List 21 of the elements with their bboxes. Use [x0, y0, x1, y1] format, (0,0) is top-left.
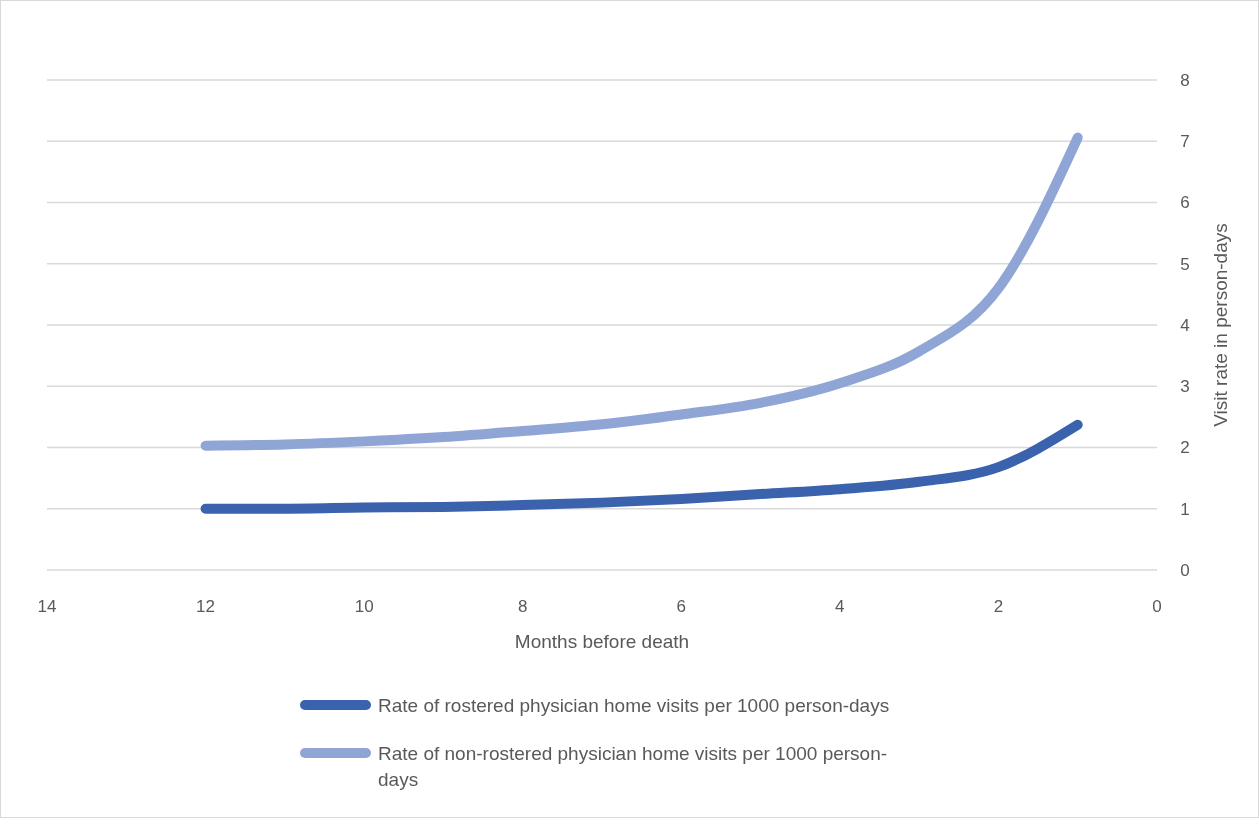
x-tick-label: 6 [676, 597, 687, 616]
y-tick-label: 2 [1180, 438, 1190, 458]
x-tick-label: 2 [993, 597, 1004, 616]
legend-label: Rate of rostered physician home visits per 1000 person-days [378, 694, 890, 716]
legend-label: Rate of non-rostered physician home visits per 1000 person-days [378, 742, 888, 790]
x-tick-label: 14 [37, 597, 57, 616]
y-tick-label: 5 [1180, 254, 1190, 274]
y-tick-label: 8 [1180, 70, 1190, 90]
y-tick-label: 1 [1180, 499, 1190, 519]
x-tick-label: 0 [1152, 597, 1162, 616]
y-tick-label: 3 [1180, 377, 1190, 397]
x-tick-label: 4 [835, 597, 845, 616]
x-tick-label: 10 [354, 597, 374, 616]
y-axis-title: Visit rate in person-days [1210, 223, 1231, 427]
x-axis-title: Months before death [514, 631, 690, 652]
y-tick-label: 6 [1180, 193, 1190, 213]
x-tick-label: 12 [196, 597, 216, 616]
y-tick-label: 0 [1180, 560, 1190, 580]
x-tick-label: 8 [517, 597, 528, 616]
y-tick-label: 4 [1180, 315, 1190, 335]
y-tick-label: 7 [1180, 132, 1190, 152]
